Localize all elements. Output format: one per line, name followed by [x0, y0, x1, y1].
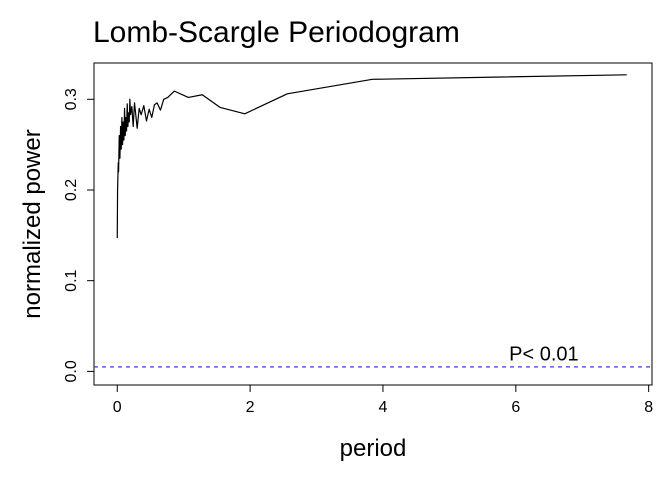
x-tick-label: 4: [379, 399, 388, 416]
x-tick-label: 0: [113, 399, 122, 416]
y-tick-label: 0.1: [63, 269, 80, 291]
periodogram-line: [116, 74, 627, 239]
plot-frame: [93, 62, 653, 386]
y-tick-label: 0.2: [63, 179, 80, 201]
x-tick-label: 8: [644, 399, 653, 416]
x-tick-label: 2: [246, 399, 255, 416]
y-tick-label: 0.0: [63, 360, 80, 382]
plot-area: 0 2 4 6 8 0.0 0.1 0.2 0.3 P< 0.01: [63, 62, 653, 416]
x-axis-label: period: [340, 435, 407, 462]
y-tick-label: 0.3: [63, 88, 80, 110]
chart-title: Lomb-Scargle Periodogram: [93, 16, 460, 49]
x-tick-label: 6: [511, 399, 520, 416]
y-axis-label: normalized power: [19, 129, 46, 318]
significance-annotation: P< 0.01: [509, 344, 579, 366]
